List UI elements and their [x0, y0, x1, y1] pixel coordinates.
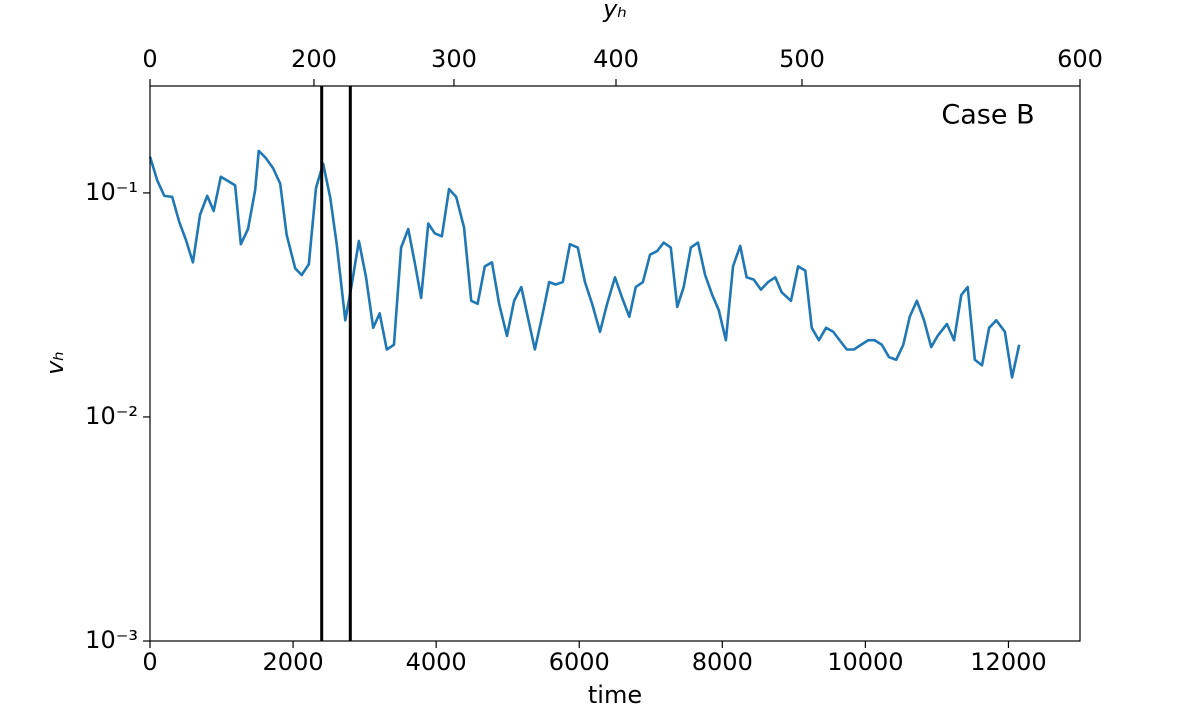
x-tick-label: 10000	[827, 648, 903, 676]
x2-tick-label: 600	[1057, 45, 1103, 73]
x-tick-label: 2000	[263, 648, 324, 676]
x-tick-label: 4000	[406, 648, 467, 676]
y-tick-label: 10⁻²	[85, 402, 138, 430]
x-tick-label: 12000	[970, 648, 1046, 676]
x2-axis-label: yₕ	[602, 0, 627, 23]
x-axis-label: time	[588, 681, 642, 709]
x-tick-label: 0	[142, 648, 157, 676]
x2-tick-label: 500	[779, 45, 825, 73]
y-tick-label: 10⁻³	[85, 626, 138, 654]
y-axis-label: vₕ	[41, 351, 69, 375]
x2-tick-label: 400	[593, 45, 639, 73]
x2-tick-label: 300	[431, 45, 477, 73]
x-tick-label: 6000	[549, 648, 610, 676]
y-tick-label: 10⁻¹	[85, 178, 138, 206]
annotation: Case B	[941, 100, 1034, 131]
x2-tick-label: 200	[291, 45, 337, 73]
x-tick-label: 8000	[692, 648, 753, 676]
data-line	[148, 149, 1021, 379]
x2-tick-label: 0	[142, 45, 157, 73]
plot-frame	[149, 85, 1081, 642]
